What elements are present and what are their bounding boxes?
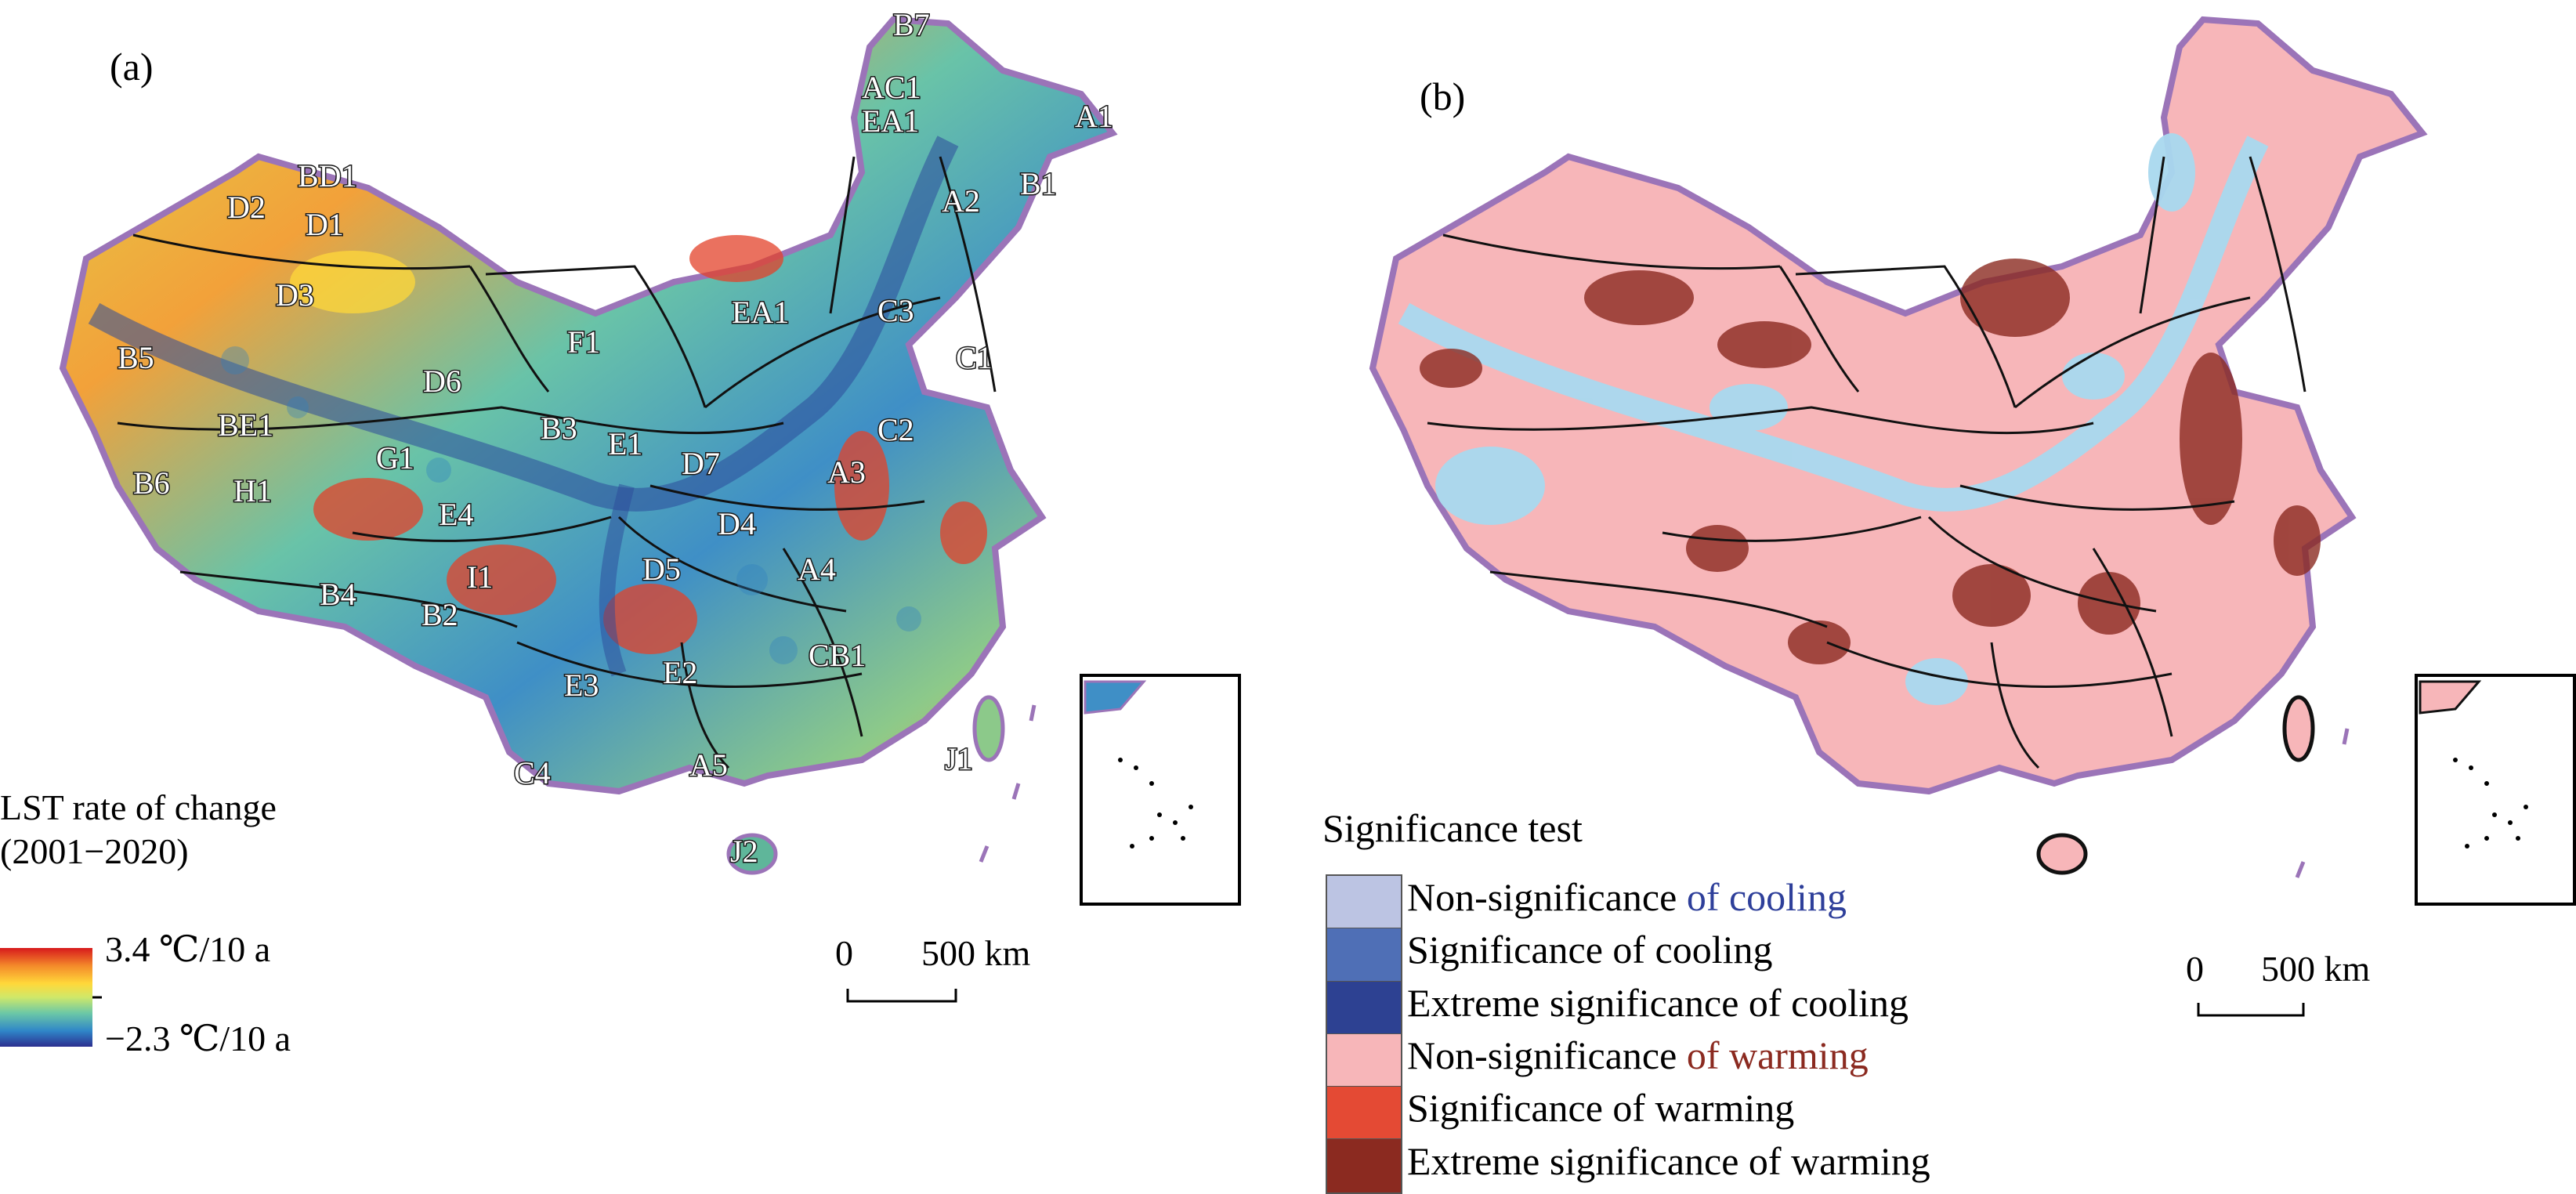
panel-b-region-boundaries — [1427, 156, 2306, 769]
significance-swatch — [1327, 981, 1401, 1034]
region-label: D1 — [306, 207, 344, 242]
region-label: CB1 — [809, 638, 866, 673]
lst-legend-min: −2.3 ℃/10 a — [105, 1019, 291, 1058]
region-label: D6 — [423, 364, 461, 399]
significance-label: Non-significance — [1407, 1033, 1687, 1077]
panel-a-scale-distance: 500 km — [921, 933, 1031, 973]
region-label: F1 — [567, 324, 600, 360]
region-label: D2 — [227, 190, 266, 225]
region-label: B5 — [118, 340, 154, 375]
panel-a-inset-islands — [1118, 758, 1193, 848]
region-label: C2 — [877, 412, 914, 447]
panel-b-map — [1373, 20, 2576, 906]
panel-a-scale-bar — [846, 989, 957, 1003]
panel-b-cooling-patches — [1398, 133, 2269, 705]
region-label: J2 — [730, 834, 758, 869]
region-label: C3 — [877, 293, 914, 328]
panel-b-inset-frame — [2415, 674, 2576, 906]
panel-a-inset-frame — [1080, 674, 1241, 906]
panel-a-taiwan — [972, 695, 1005, 762]
region-label: B7 — [893, 7, 930, 42]
panel-b-taiwan — [2282, 695, 2315, 762]
significance-swatch — [1327, 1087, 1401, 1140]
region-label: D4 — [718, 506, 756, 541]
region-label: D5 — [642, 552, 681, 587]
panel-a-warm-patches — [290, 235, 987, 654]
significance-legend-item: Non-significance of cooling — [1407, 874, 1847, 920]
region-label: B1 — [1020, 166, 1057, 201]
significance-legend-title: Significance test — [1322, 806, 1583, 850]
lst-legend-max: 3.4 ℃/10 a — [105, 929, 271, 969]
significance-label: Significance of warming — [1407, 1086, 1795, 1131]
region-label: A5 — [689, 747, 728, 783]
panel-b-label: (b) — [1420, 74, 1466, 118]
lst-legend-title: LST rate of change (2001−2020) — [0, 786, 277, 874]
significance-swatch — [1327, 876, 1401, 929]
region-label: C4 — [514, 755, 551, 791]
panel-b-scale-zero: 0 — [2186, 949, 2204, 989]
region-label: D3 — [276, 277, 314, 313]
panel-b-hainan — [2036, 833, 2088, 875]
significance-label: Non-significance — [1407, 875, 1687, 919]
significance-legend-item: Extreme significance of warming — [1407, 1138, 1930, 1184]
region-label: A1 — [1075, 99, 1113, 134]
significance-legend-item: Extreme significance of cooling — [1407, 980, 1908, 1026]
significance-label: Significance of cooling — [1407, 928, 1773, 972]
region-label: B4 — [320, 577, 356, 612]
panel-a-region-boundaries — [117, 156, 997, 769]
region-label: D7 — [682, 446, 720, 481]
region-label: B6 — [133, 465, 170, 501]
panel-a-sea-marks — [979, 704, 1037, 863]
panel-a-label: (a) — [110, 45, 154, 89]
lst-legend-title-line1: LST rate of change — [0, 787, 277, 827]
panel-b-sea-marks — [2295, 728, 2350, 878]
region-label: E1 — [608, 426, 642, 461]
region-label: BE1 — [218, 407, 273, 443]
region-label: B3 — [541, 411, 577, 446]
significance-label: Extreme significance of cooling — [1407, 980, 1909, 1025]
region-label: G1 — [376, 440, 414, 476]
significance-legend-swatches — [1326, 874, 1402, 1194]
region-label: EA1 — [862, 103, 919, 139]
significance-legend-item: Significance of warming — [1407, 1085, 1794, 1131]
region-label: A2 — [942, 183, 980, 219]
panel-b-inset-islands — [2453, 758, 2528, 848]
significance-label-suffix: of cooling — [1686, 875, 1847, 919]
region-label: E2 — [663, 655, 697, 690]
panel-b-scale-bar — [2197, 1003, 2305, 1017]
significance-label-suffix: of warming — [1686, 1033, 1869, 1077]
panel-b-scale-distance: 500 km — [2261, 949, 2371, 989]
significance-swatch — [1327, 928, 1401, 982]
lst-legend-title-line2: (2001−2020) — [0, 831, 189, 871]
region-label: E4 — [439, 497, 473, 532]
significance-swatch — [1327, 1033, 1401, 1087]
region-label: BD1 — [298, 158, 357, 194]
lst-colorbar — [0, 948, 92, 1047]
region-label: C1 — [956, 340, 993, 375]
region-label: EA1 — [732, 295, 789, 330]
region-label: A4 — [798, 552, 836, 587]
region-label: B2 — [421, 597, 458, 632]
significance-legend-item: Non-significance of warming — [1407, 1033, 1869, 1078]
significance-label: Extreme significance of warming — [1407, 1138, 1930, 1183]
panel-a-scale-zero: 0 — [835, 933, 853, 973]
panel-a-cooling-band — [88, 136, 959, 512]
region-label: J1 — [945, 741, 973, 776]
region-label: H1 — [233, 473, 272, 508]
region-label: I1 — [467, 559, 493, 595]
panel-a-hainan — [726, 833, 778, 875]
region-label: AC1 — [862, 70, 921, 105]
region-label: A3 — [827, 454, 866, 490]
panel-b-warming-patches — [1420, 259, 2321, 664]
significance-legend-item: Significance of cooling — [1407, 927, 1773, 972]
region-label: E3 — [564, 668, 599, 703]
significance-swatch — [1327, 1139, 1401, 1192]
